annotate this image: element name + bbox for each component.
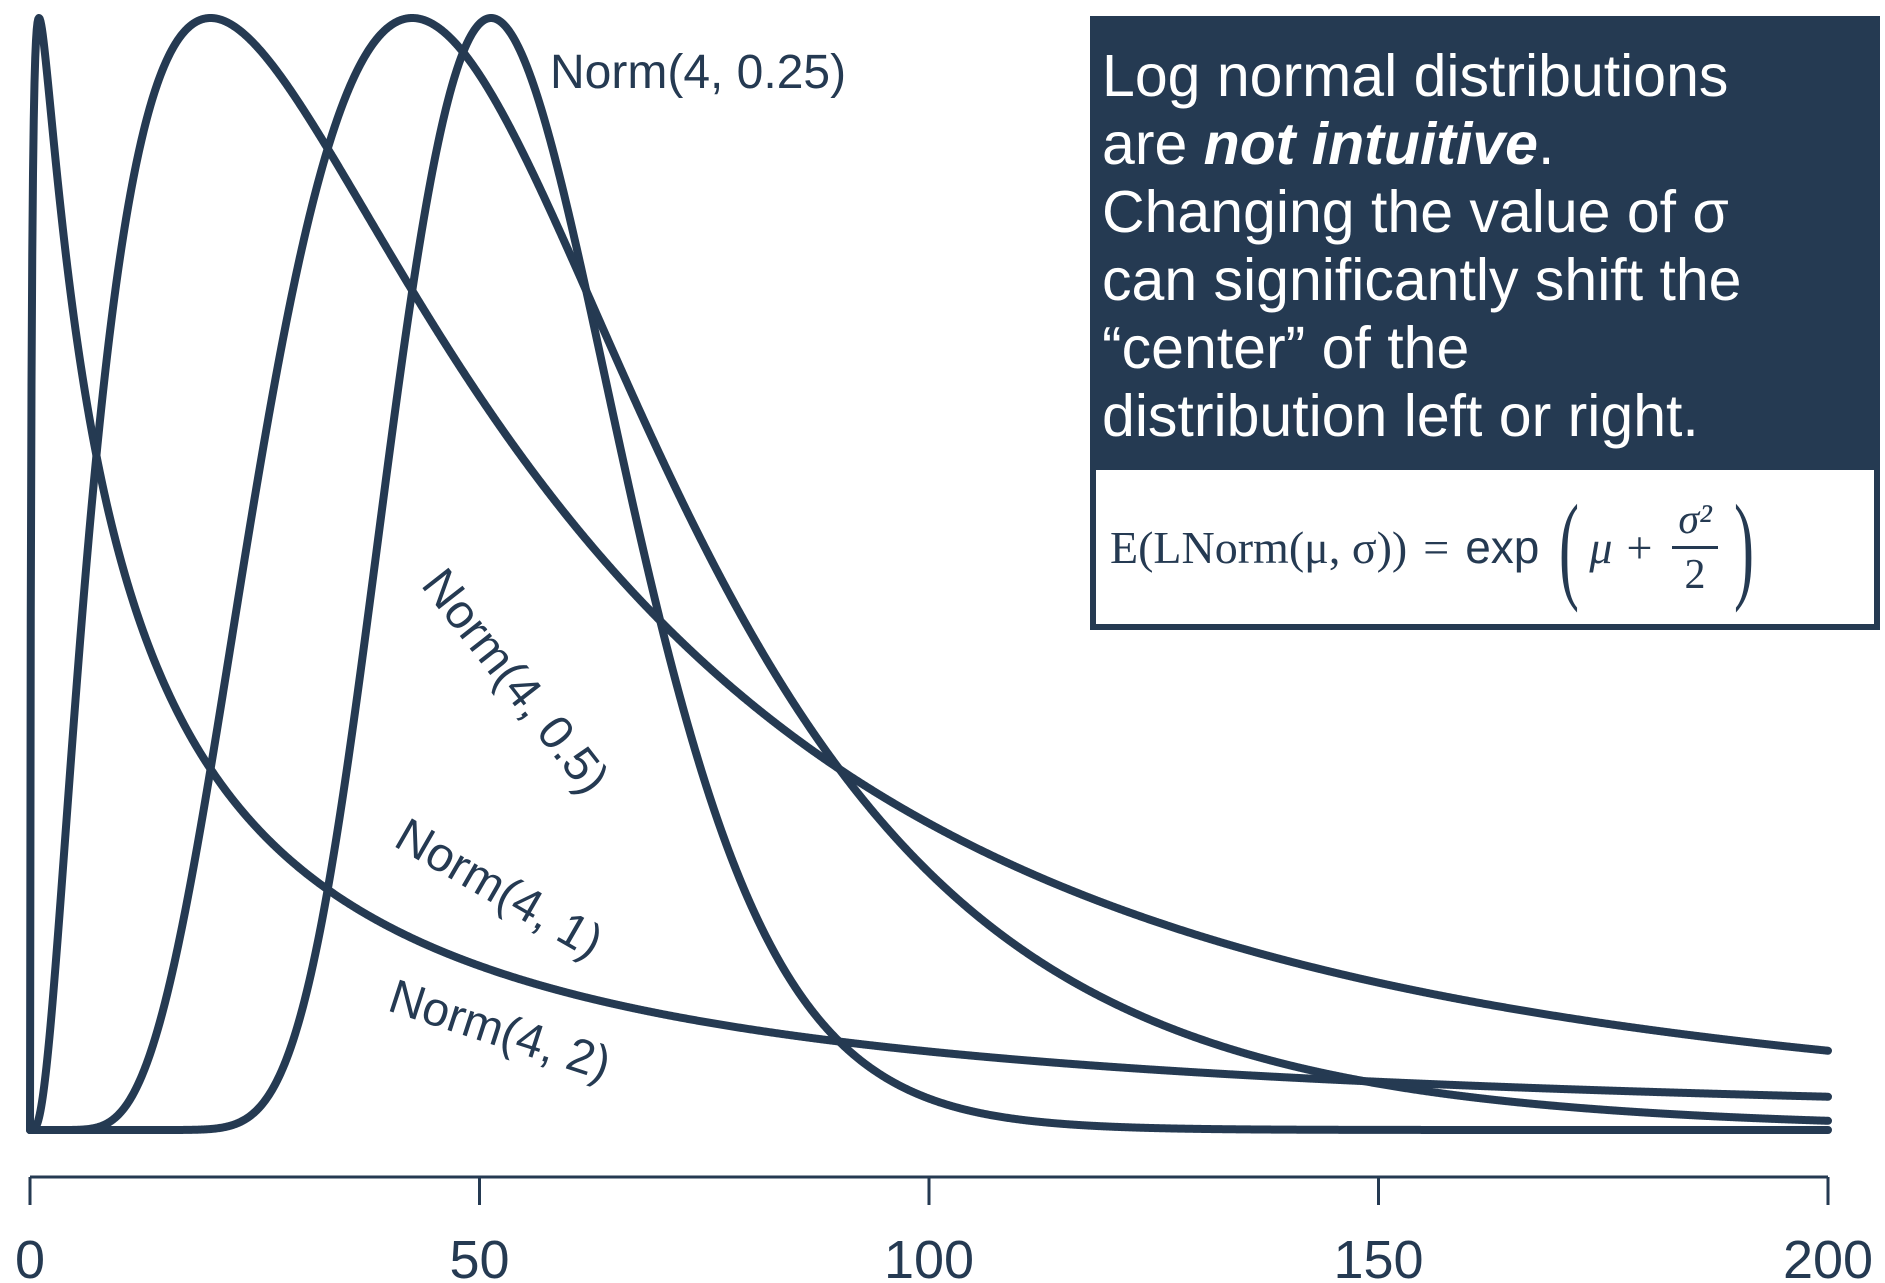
series-line-1: [26, 14, 1832, 1134]
x-tick-label-200: 200: [1783, 1230, 1873, 1283]
annotation-line-1: Log normal distributions: [1102, 43, 1729, 109]
x-tick-label-50: 50: [449, 1230, 509, 1283]
x-tick-label-150: 150: [1333, 1230, 1423, 1283]
series-line-2: [26, 14, 1832, 1134]
emphasis-text: not intuitive: [1203, 111, 1538, 177]
formula-open-paren: (: [1559, 480, 1580, 613]
series-label-1: Norm(4, 0.25): [550, 46, 846, 99]
curves: [26, 14, 1832, 1134]
formula-numerator: σ²: [1672, 494, 1718, 549]
x-axis-ticks: 0 50 100 150 200: [15, 1177, 1873, 1283]
x-tick-label-0: 0: [15, 1230, 45, 1283]
formula-fraction: σ² 2: [1672, 494, 1718, 601]
annotation-line-6: distribution left or right.: [1102, 383, 1699, 449]
formula-exp: exp: [1465, 521, 1540, 573]
annotation-line-3: Changing the value of σ: [1102, 179, 1729, 245]
annotation-line-2: are not intuitive.: [1102, 111, 1555, 177]
formula-mu: μ: [1589, 521, 1613, 573]
series-line-3: [26, 14, 1832, 1134]
formula-close-paren: ): [1733, 480, 1754, 613]
annotation-line-5: “center” of the: [1102, 315, 1470, 381]
formula-denominator: 2: [1684, 551, 1706, 598]
series-label-4: Norm(4, 2): [383, 970, 618, 1091]
formula-lhs: E(LNorm(μ, σ)): [1110, 521, 1408, 573]
x-tick-label-100: 100: [884, 1230, 974, 1283]
formula-plus: +: [1626, 521, 1653, 573]
series-line-4: [26, 14, 1832, 1134]
annotation-box: Log normal distributions are not intuiti…: [1090, 16, 1880, 464]
formula-equals: =: [1423, 521, 1450, 573]
series-label-2: Norm(4, 0.5): [411, 559, 619, 804]
annotation-line-4: can significantly shift the: [1102, 247, 1742, 313]
formula-box: E(LNorm(μ, σ)) = exp ( μ + σ² 2 ): [1090, 464, 1880, 630]
